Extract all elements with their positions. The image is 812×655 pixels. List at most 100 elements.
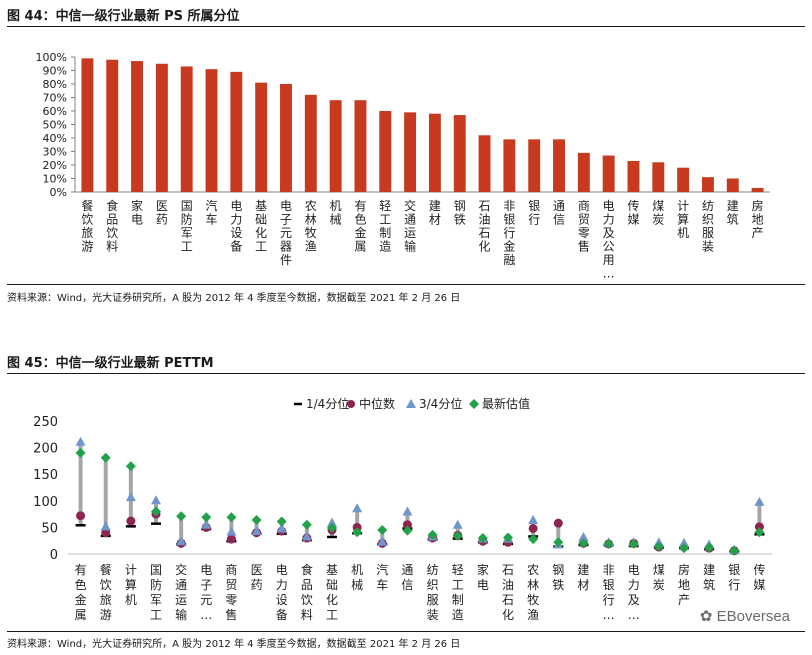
- q3-marker: [578, 531, 589, 541]
- bar: [553, 139, 565, 192]
- q3-marker: [151, 495, 161, 505]
- x-category-label: 餐饮旅游: [100, 562, 112, 622]
- bar: [106, 59, 119, 193]
- x-category-label: 通信: [553, 199, 565, 227]
- x-category-label: 钢铁: [454, 199, 466, 227]
- legend-item: 中位数: [347, 396, 395, 411]
- chart1-source: 资料来源：Wind，光大证券研究所，A 股为 2012 年 4 季度至今数据，数…: [7, 293, 461, 304]
- latest-marker: [75, 447, 86, 458]
- chart1-top-rule: [7, 26, 805, 27]
- y-tick-label: 250: [33, 415, 58, 430]
- bar: [726, 178, 739, 192]
- q3-marker: [251, 526, 262, 536]
- x-category-label: 电子元…: [200, 563, 212, 622]
- x-category-label: 计算机: [677, 199, 689, 240]
- bar: [428, 113, 441, 192]
- watermark-text: EBoversea: [716, 608, 790, 625]
- x-category-label: 医药: [251, 563, 263, 592]
- x-category-label: 食品饮料: [106, 198, 118, 254]
- x-category-label: 非银行金融: [503, 199, 515, 267]
- legend-item: 1/4分位: [294, 396, 349, 411]
- y-tick-label: 200: [33, 442, 58, 457]
- chart1-title: 图 44：中信一级行业最新 PS 所属分位: [7, 9, 240, 24]
- median-marker: [553, 518, 563, 528]
- bar: [577, 152, 590, 192]
- x-category-label: 银行: [528, 199, 540, 227]
- y-tick-label: 50%: [43, 119, 67, 132]
- chart2-top-rule: [7, 373, 805, 374]
- y-tick-label: 100%: [36, 51, 67, 64]
- x-category-label: 煤炭: [653, 563, 665, 592]
- x-category-label: 建筑: [727, 199, 739, 227]
- q3-marker: [754, 496, 765, 506]
- legend-marker-median: [347, 400, 355, 408]
- q3-marker: [100, 521, 111, 531]
- y-tick-label: 80%: [43, 78, 67, 91]
- latest-marker: [477, 533, 488, 544]
- bar: [81, 58, 94, 192]
- median-marker: [226, 534, 236, 544]
- latest-marker: [729, 545, 740, 556]
- wechat-icon: ✿: [699, 608, 717, 625]
- y-tick-label: 70%: [43, 92, 67, 105]
- bar: [404, 112, 417, 192]
- bar: [205, 69, 218, 192]
- bar: [751, 187, 764, 192]
- x-category-label: 电力设备: [276, 563, 288, 622]
- x-category-label: 银行: [728, 563, 740, 592]
- q3-marker: [402, 506, 413, 516]
- latest-marker: [452, 530, 463, 541]
- x-category-label: 农林牧渔: [305, 199, 317, 254]
- bar: [304, 94, 317, 192]
- x-category-label: 商贸零售: [225, 562, 237, 622]
- q3-marker: [176, 536, 187, 546]
- latest-marker: [653, 541, 664, 552]
- legend-label: 最新估值: [482, 396, 530, 411]
- median-marker: [402, 520, 412, 530]
- y-tick-label: 150: [33, 468, 58, 483]
- q3-marker: [452, 519, 463, 529]
- latest-marker: [201, 512, 212, 523]
- latest-marker: [125, 461, 136, 472]
- x-category-label: 商贸零售: [578, 198, 590, 254]
- y-tick-label: 30%: [43, 146, 67, 159]
- y-tick-label: 0: [50, 548, 58, 563]
- bar: [701, 177, 714, 192]
- latest-marker: [352, 527, 363, 538]
- chart2-source: 资料来源：Wind，光大证券研究所，A 股为 2012 年 4 季度至今数据，数…: [7, 639, 461, 650]
- x-category-label: 钢铁: [552, 563, 564, 592]
- x-category-label: 餐饮旅游: [81, 198, 93, 254]
- chart2-bottom-rule: [7, 631, 805, 632]
- x-category-label: 计算机: [125, 563, 137, 607]
- y-tick-label: 0%: [50, 186, 67, 199]
- x-category-label: 房地产: [752, 198, 764, 240]
- bar: [528, 139, 541, 192]
- legend-label: 1/4分位: [306, 396, 349, 411]
- bar: [652, 162, 665, 192]
- latest-marker: [377, 525, 388, 536]
- x-category-label: 有色金属: [354, 199, 366, 254]
- legend-marker-q3: [406, 399, 416, 408]
- latest-marker: [251, 514, 262, 525]
- q3-marker: [679, 537, 689, 547]
- x-category-label: 电子元器件: [280, 199, 292, 267]
- x-category-label: 煤炭: [652, 199, 664, 227]
- x-category-label: 非银行…: [603, 563, 615, 622]
- x-category-label: 食品饮料: [301, 562, 313, 622]
- latest-marker: [276, 516, 287, 527]
- bar: [503, 139, 516, 192]
- latest-marker: [327, 522, 337, 533]
- y-tick-label: 100: [33, 495, 58, 510]
- q3-marker: [276, 523, 287, 533]
- legend-label: 3/4分位: [419, 396, 462, 411]
- y-tick-label: 10%: [43, 173, 67, 186]
- latest-marker: [503, 532, 513, 543]
- latest-marker: [427, 529, 438, 540]
- x-category-label: 传媒: [753, 562, 765, 592]
- chart2-title: 图 45：中信一级行业最新 PETTM: [7, 356, 214, 371]
- legend-marker-latest: [469, 399, 479, 409]
- q3-marker: [528, 514, 539, 524]
- latest-marker: [528, 534, 539, 545]
- bar: [131, 61, 144, 192]
- bar: [255, 82, 268, 192]
